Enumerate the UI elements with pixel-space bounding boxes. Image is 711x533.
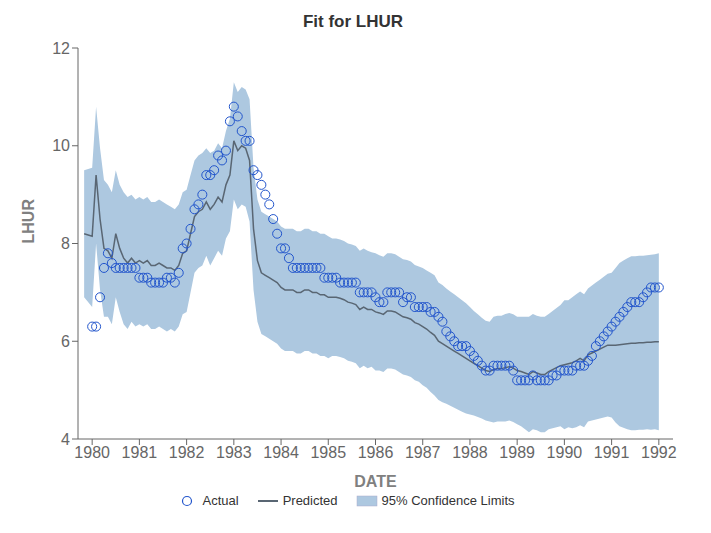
svg-text:1991: 1991 (594, 444, 630, 461)
svg-text:1984: 1984 (263, 444, 299, 461)
svg-text:1989: 1989 (499, 444, 535, 461)
svg-text:1990: 1990 (547, 444, 583, 461)
svg-text:LHUR: LHUR (20, 199, 37, 244)
html-text:Predicted: Predicted (282, 493, 338, 508)
svg-text:DATE: DATE (354, 473, 397, 490)
html-text:95% Confidence Limits: 95% Confidence Limits (381, 493, 515, 508)
html-text:Actual: Actual (202, 493, 239, 508)
svg-text:10: 10 (52, 137, 70, 154)
html-text:Fit for LHUR: Fit for LHUR (303, 12, 403, 31)
svg-text:1987: 1987 (405, 444, 441, 461)
svg-text:1992: 1992 (641, 444, 677, 461)
svg-text:1985: 1985 (310, 444, 346, 461)
svg-text:4: 4 (61, 431, 70, 448)
svg-text:8: 8 (61, 235, 70, 252)
svg-text:1986: 1986 (358, 444, 394, 461)
svg-text:1980: 1980 (74, 444, 110, 461)
svg-text:12: 12 (52, 40, 70, 57)
svg-text:6: 6 (61, 333, 70, 350)
svg-text:1982: 1982 (169, 444, 205, 461)
svg-text:1983: 1983 (216, 444, 252, 461)
svg-text:1988: 1988 (452, 444, 488, 461)
svg-text:1981: 1981 (122, 444, 158, 461)
